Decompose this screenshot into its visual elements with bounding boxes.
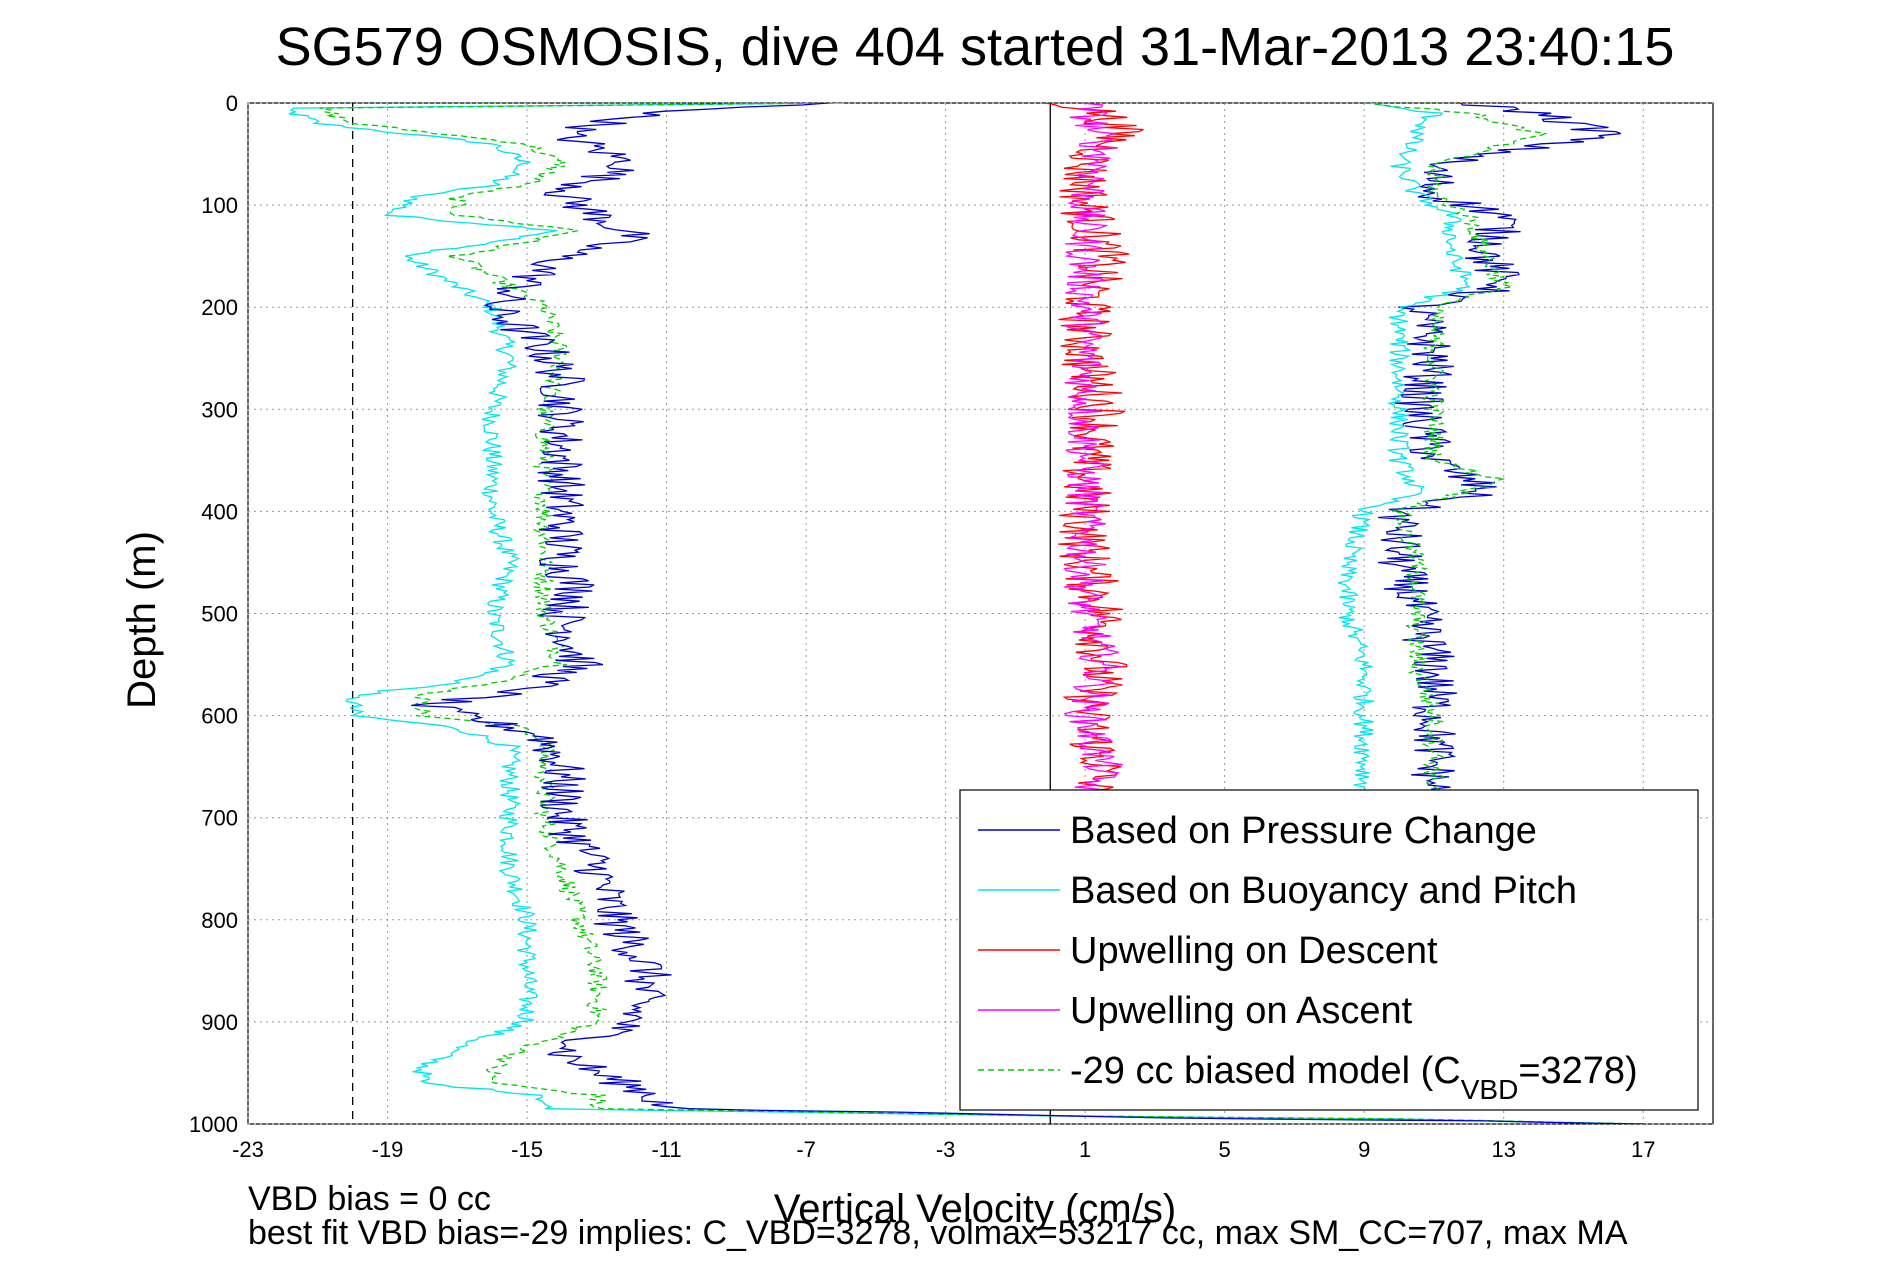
x-tick-label: 1 xyxy=(1079,1137,1091,1162)
x-tick-label: 17 xyxy=(1631,1137,1655,1162)
y-tick-label: 900 xyxy=(201,1010,238,1035)
x-tick-label: -23 xyxy=(232,1137,264,1162)
series-line-positive xyxy=(1378,103,1622,798)
y-tick-label: 800 xyxy=(201,908,238,933)
series-line xyxy=(1063,103,1123,798)
y-tick-label: 500 xyxy=(201,602,238,627)
vbd-bias-note: VBD bias = 0 cc xyxy=(248,1180,491,1218)
legend-label: Upwelling on Descent xyxy=(1070,930,1438,972)
y-tick-label: 600 xyxy=(201,704,238,729)
y-tick-label: 300 xyxy=(201,397,238,422)
series-line xyxy=(411,103,1644,1124)
series-line xyxy=(288,103,1644,1124)
y-tick-label: 700 xyxy=(201,806,238,831)
series-line-positive xyxy=(1337,103,1472,798)
x-tick-label: -19 xyxy=(372,1137,404,1162)
best-fit-note: best fit VBD bias=-29 implies: C_VBD=327… xyxy=(248,1214,1628,1252)
y-axis-label: Depth (m) xyxy=(120,531,164,709)
legend-label: Based on Buoyancy and Pitch xyxy=(1070,870,1577,912)
y-tick-label: 0 xyxy=(226,91,238,116)
legend-label: Upwelling on Ascent xyxy=(1070,990,1413,1032)
series-line xyxy=(1045,103,1144,798)
series-line-positive xyxy=(1364,103,1548,798)
legend-box xyxy=(959,789,1699,1111)
y-tick-label: 400 xyxy=(201,499,238,524)
chart-title: SG579 OSMOSIS, dive 404 started 31-Mar-2… xyxy=(276,17,1675,77)
y-tick-label: 1000 xyxy=(189,1112,238,1137)
x-axis-label: Vertical Velocity (cm/s) xyxy=(774,1187,1176,1231)
y-tick-label: 200 xyxy=(201,295,238,320)
legend: Based on Pressure Change Based on Buoyanc… xyxy=(959,789,1699,1111)
x-tick-label: -15 xyxy=(511,1137,543,1162)
legend-label: Based on Pressure Change xyxy=(1070,810,1537,852)
x-tick-label: -7 xyxy=(796,1137,816,1162)
series-line xyxy=(319,103,1644,1124)
x-tick-label: 13 xyxy=(1491,1137,1515,1162)
x-tick-label: 9 xyxy=(1358,1137,1370,1162)
x-tick-label: -11 xyxy=(651,1137,681,1162)
x-tick-label: -3 xyxy=(936,1137,956,1162)
series-group xyxy=(288,103,1644,1124)
y-tick-label: 100 xyxy=(201,193,238,218)
x-tick-label: 5 xyxy=(1219,1137,1231,1162)
